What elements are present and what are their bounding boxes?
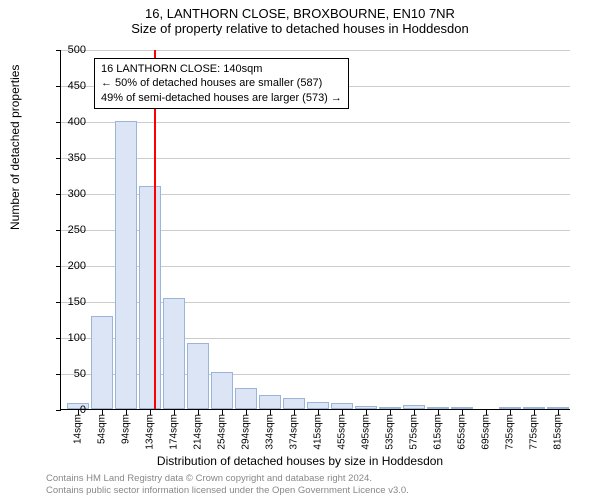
chart-area: 14sqm54sqm94sqm134sqm174sqm214sqm254sqm2… [60,50,570,410]
gridline [61,230,570,231]
xtick-label: 294sqm [241,414,252,450]
xtick-label: 174sqm [169,414,180,450]
xtick-label: 655sqm [457,414,468,450]
gridline [61,122,570,123]
ytick-label: 50 [46,368,86,380]
title-subtitle: Size of property relative to detached ho… [0,21,600,36]
annotation-box: 16 LANTHORN CLOSE: 140sqm ← 50% of detac… [94,58,349,109]
ytick-label: 0 [46,404,86,416]
gridline [61,158,570,159]
xtick-label: 695sqm [481,414,492,450]
gridline [61,50,570,51]
ytick-label: 250 [46,224,86,236]
xtick-label: 214sqm [193,414,204,450]
x-axis-label: Distribution of detached houses by size … [0,454,600,468]
gridline [61,302,570,303]
histogram-bar [499,407,521,409]
histogram-bar [211,372,233,409]
chart-title-block: 16, LANTHORN CLOSE, BROXBOURNE, EN10 7NR… [0,0,600,36]
title-address: 16, LANTHORN CLOSE, BROXBOURNE, EN10 7NR [0,6,600,21]
attribution-block: Contains HM Land Registry data © Crown c… [46,473,409,497]
ytick-label: 200 [46,260,86,272]
ytick-label: 300 [46,188,86,200]
xtick-label: 495sqm [361,414,372,450]
attribution-line1: Contains HM Land Registry data © Crown c… [46,473,409,485]
histogram-bar [427,407,449,409]
histogram-bar [355,406,377,409]
xtick-label: 815sqm [553,414,564,450]
histogram-bar [307,402,329,409]
histogram-bar [523,407,545,409]
histogram-bar [91,316,113,409]
ytick-label: 400 [46,116,86,128]
attribution-line2: Contains public sector information licen… [46,485,409,497]
annotation-line2: ← 50% of detached houses are smaller (58… [101,76,342,90]
y-axis-label: Number of detached properties [8,65,22,230]
annotation-line1: 16 LANTHORN CLOSE: 140sqm [101,62,342,76]
histogram-bar [283,398,305,409]
xtick-label: 254sqm [217,414,228,450]
xtick-label: 134sqm [145,414,156,450]
ytick-label: 450 [46,80,86,92]
gridline [61,194,570,195]
gridline [61,338,570,339]
xtick-label: 775sqm [529,414,540,450]
xtick-label: 455sqm [337,414,348,450]
xtick-label: 374sqm [289,414,300,450]
xtick-label: 14sqm [73,414,84,444]
histogram-bar [379,407,401,409]
ytick-label: 100 [46,332,86,344]
histogram-bar [451,407,473,409]
histogram-bar [547,407,569,409]
xtick-label: 415sqm [313,414,324,450]
gridline [61,266,570,267]
gridline [61,374,570,375]
xtick-label: 334sqm [265,414,276,450]
ytick-label: 150 [46,296,86,308]
xtick-label: 535sqm [385,414,396,450]
histogram-bar [331,403,353,409]
xtick-label: 575sqm [409,414,420,450]
histogram-bar [259,395,281,409]
histogram-bar [235,388,257,409]
histogram-bar [115,121,137,409]
annotation-line3: 49% of semi-detached houses are larger (… [101,91,342,105]
ytick-label: 350 [46,152,86,164]
histogram-bar [163,298,185,409]
histogram-bar [403,405,425,409]
ytick-label: 500 [46,44,86,56]
xtick-label: 54sqm [97,414,108,444]
xtick-label: 94sqm [121,414,132,444]
xtick-label: 615sqm [433,414,444,450]
histogram-bar [139,186,161,409]
histogram-bar [187,343,209,409]
xtick-label: 735sqm [505,414,516,450]
